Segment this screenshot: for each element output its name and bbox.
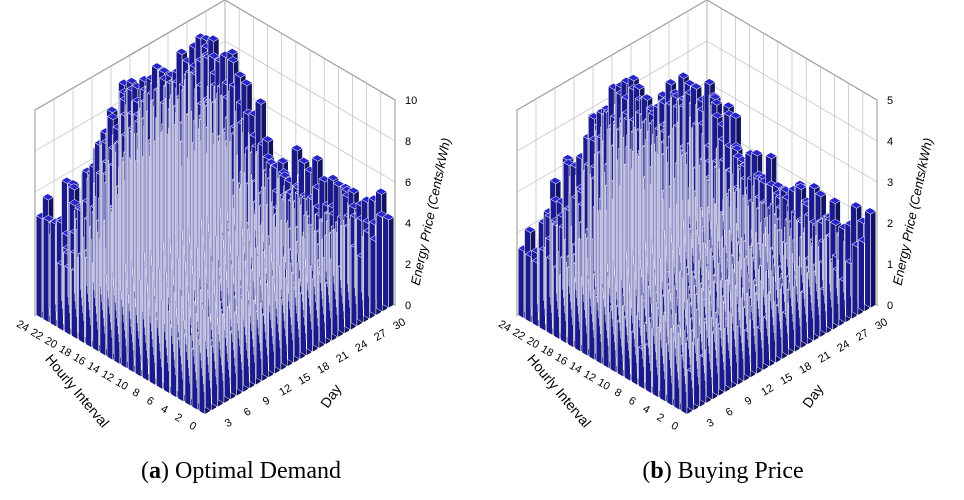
caption-a: (a) Optimal Demand (141, 458, 341, 484)
z-tick-label: 0 (405, 300, 411, 312)
x-tick-label: 0 (187, 420, 198, 433)
grid-line (706, 0, 878, 101)
bar-top (524, 226, 537, 234)
z-tick-label: 6 (405, 177, 411, 189)
bar-top (68, 199, 81, 207)
bar-top (125, 77, 138, 85)
bar-top (158, 66, 171, 74)
y-tick-label: 27 (372, 327, 389, 344)
chart-body: 0246810121416182022243691215182124273001… (496, 0, 936, 433)
bar-face-left (525, 253, 532, 324)
bar-top (633, 82, 646, 90)
y-tick-label: 3 (223, 417, 234, 430)
z-axis-label: Energy Price (Cents/kWh) (408, 137, 454, 287)
grid-line (34, 0, 226, 111)
bar-top (298, 157, 311, 165)
bar3d-chart-optimal-demand: 0246810121416182022243691215182124273002… (14, 0, 454, 433)
bar-top (234, 70, 247, 78)
bar-top (549, 177, 562, 185)
grid-line (224, 0, 396, 101)
z-tick-label: 8 (405, 136, 411, 148)
bar-top (240, 79, 253, 87)
x-tick-label: 2 (173, 411, 184, 424)
bar-top (627, 74, 640, 82)
bar-face-left (369, 237, 377, 316)
x-tick-label: 16 (71, 351, 88, 368)
x-tick-label: 8 (130, 386, 141, 399)
bar-top (175, 48, 188, 56)
grid-line (224, 81, 396, 183)
bar-top (42, 214, 55, 222)
y-tick-label: 24 (353, 338, 370, 355)
bar-top (279, 171, 292, 179)
z-tick-label: 4 (405, 218, 411, 230)
y-tick-label: 12 (277, 382, 294, 399)
chart-body: 0246810121416182022243691215182124273002… (14, 0, 454, 433)
x-tick-label: 12 (99, 368, 116, 385)
chart-panel-b: 0 2 4 6 8 10 12 14 16 18 20 22 24 3 6 9 12 15 18 21 24 27 30 0 1… (482, 0, 964, 500)
bar-top (42, 193, 55, 201)
bar-top (207, 34, 220, 42)
bar-top (254, 97, 267, 105)
bar-top (208, 52, 221, 60)
bar-top (106, 113, 119, 121)
bar-top (151, 62, 164, 70)
bar-face-left (43, 217, 50, 324)
x-tick-label: 4 (159, 403, 170, 416)
bar-top (227, 56, 240, 64)
y-tick-label: 6 (242, 406, 253, 419)
bar-top (347, 186, 360, 194)
grid-line (706, 81, 878, 183)
bar-top (226, 48, 239, 56)
bar-face-left (382, 216, 389, 309)
chart-panel-a: 0 2 4 6 8 10 12 14 16 18 20 22 24 3 6 9 12 15 18 21 24 27 30 0 2… (14, 0, 454, 484)
bar3d-chart-buying-price: 0246810121416182022243691215182124273001… (496, 0, 936, 433)
bar-top (327, 174, 340, 182)
x-tick-label: 24 (14, 318, 31, 335)
caption-a-text: ) Optimal Demand (161, 458, 341, 484)
bar-top (106, 106, 119, 114)
bar-top (311, 154, 324, 162)
x-tick-label: 22 (28, 326, 45, 343)
bar-top (290, 144, 303, 152)
y-tick-label: 21 (334, 349, 351, 366)
y-axis-label: Day (317, 381, 344, 411)
grid-line (516, 0, 708, 111)
x-tick-label: 18 (57, 343, 74, 360)
caption-a-letter: a (149, 458, 162, 484)
bar-top (68, 183, 81, 191)
bar-top (562, 154, 575, 162)
z-tick-label: 2 (405, 259, 411, 271)
x-tick-label: 14 (85, 360, 102, 377)
bars (517, 71, 877, 415)
grid-line (224, 40, 396, 142)
y-tick-label: 9 (261, 395, 272, 408)
bar-face-left (35, 215, 43, 319)
bar-face-left (517, 247, 525, 319)
bar-top (382, 213, 395, 221)
x-tick-label: 20 (43, 335, 60, 352)
bar-top (262, 153, 275, 161)
bar-top (67, 179, 80, 187)
bar-face-right (388, 216, 395, 309)
bars (35, 32, 395, 415)
bar (382, 213, 395, 309)
bar-top (332, 180, 345, 188)
z-tick-label: 10 (405, 95, 417, 107)
y-tick-label: 18 (315, 360, 332, 377)
x-tick-label: 6 (144, 395, 155, 408)
y-tick-label: 30 (391, 316, 408, 333)
y-tick-label: 15 (296, 371, 313, 388)
grid-line (706, 40, 878, 142)
bar-top (641, 93, 654, 101)
bar-face-left (376, 213, 383, 313)
x-tick-label: 10 (113, 376, 130, 393)
bar-top (261, 135, 274, 143)
bar-top (276, 157, 289, 165)
bar-top (375, 187, 388, 195)
